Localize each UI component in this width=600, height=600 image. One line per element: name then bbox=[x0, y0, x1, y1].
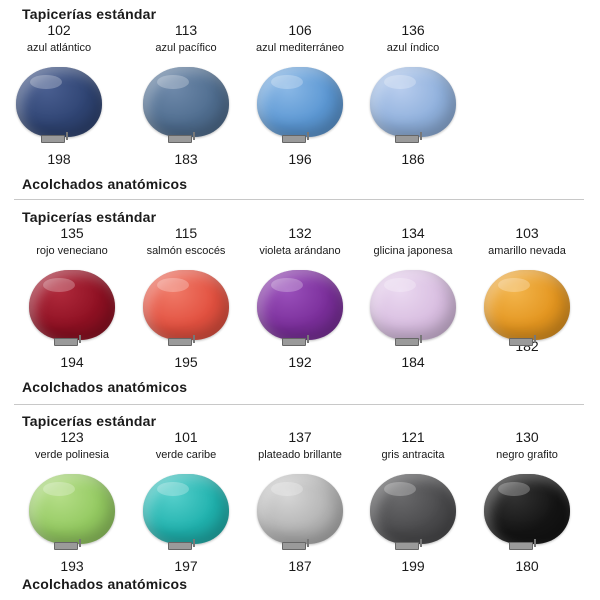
swatch[interactable]: 136 azul índico 186 bbox=[358, 22, 468, 167]
seat-cushion-image bbox=[367, 266, 459, 350]
anatomic-code: 195 bbox=[174, 354, 198, 370]
anatomic-code: 192 bbox=[288, 354, 312, 370]
seat-cushion-image bbox=[140, 266, 232, 350]
swatch-name: gris antracita bbox=[381, 449, 445, 461]
swatch[interactable]: 137 plateado brillante 187 bbox=[245, 429, 355, 574]
color-section-2: Tapicerías estándar 135 rojo veneciano 1… bbox=[0, 203, 600, 403]
anatomic-code: 199 bbox=[401, 558, 425, 574]
anatomic-code: 180 bbox=[515, 558, 539, 574]
color-section-3: Tapicerías estándar 123 verde polinesia … bbox=[0, 407, 600, 600]
seat-cushion-image bbox=[254, 470, 346, 554]
swatch[interactable]: 130 negro grafito 180 bbox=[472, 429, 582, 574]
swatch[interactable]: 134 glicina japonesa 184 bbox=[358, 225, 468, 370]
swatch[interactable]: 123 verde polinesia 193 bbox=[17, 429, 127, 574]
anatomic-code: 198 bbox=[47, 151, 71, 167]
anatomic-code: 196 bbox=[288, 151, 312, 167]
swatch-name: plateado brillante bbox=[258, 449, 342, 461]
swatch-code: 136 bbox=[401, 22, 425, 38]
seat-cushion-image bbox=[367, 470, 459, 554]
seat-cushion-image bbox=[26, 266, 118, 350]
swatch-code: 132 bbox=[288, 225, 312, 241]
swatch-name: azul atlántico bbox=[26, 42, 92, 54]
swatch-code: 123 bbox=[60, 429, 84, 445]
anatomic-code: 186 bbox=[401, 151, 425, 167]
anatomic-code: 193 bbox=[60, 558, 84, 574]
seat-cushion-image bbox=[140, 63, 232, 147]
seat-cushion-image bbox=[26, 470, 118, 554]
seat-cushion-image bbox=[254, 266, 346, 350]
seat-cushion-image bbox=[13, 63, 105, 147]
swatch-name: azul índico bbox=[386, 42, 440, 54]
swatch[interactable]: 115 salmón escocés 195 bbox=[131, 225, 241, 370]
anatomic-code: 183 bbox=[174, 151, 198, 167]
section-heading-standard: Tapicerías estándar bbox=[22, 6, 157, 22]
section-heading-standard: Tapicerías estándar bbox=[22, 413, 157, 429]
swatch-name: azul pacífico bbox=[155, 42, 217, 54]
swatch-name: verde polinesia bbox=[35, 449, 109, 461]
swatch-name: violeta arándano bbox=[259, 245, 341, 257]
seat-cushion-image bbox=[481, 470, 573, 554]
section-heading-anatomic: Acolchados anatómicos bbox=[22, 379, 188, 395]
swatch[interactable]: 103 amarillo nevada 182 bbox=[472, 225, 582, 354]
swatch-code: 113 bbox=[174, 22, 198, 38]
section-divider bbox=[14, 199, 584, 200]
seat-cushion-image bbox=[140, 470, 232, 554]
swatch-name: amarillo nevada bbox=[488, 245, 566, 257]
swatch-code: 121 bbox=[401, 429, 425, 445]
seat-cushion-image bbox=[254, 63, 346, 147]
swatch-code: 134 bbox=[401, 225, 425, 241]
swatch[interactable]: 121 gris antracita 199 bbox=[358, 429, 468, 574]
swatch[interactable]: 135 rojo veneciano 194 bbox=[17, 225, 127, 370]
section-heading-anatomic: Acolchados anatómicos bbox=[22, 576, 188, 592]
swatch-name: verde caribe bbox=[155, 449, 217, 461]
swatch-code: 115 bbox=[174, 225, 198, 241]
swatch[interactable]: 106 azul mediterráneo 196 bbox=[245, 22, 355, 167]
swatch-code: 101 bbox=[174, 429, 198, 445]
section-divider bbox=[14, 404, 584, 405]
anatomic-code: 197 bbox=[174, 558, 198, 574]
section-heading-anatomic: Acolchados anatómicos bbox=[22, 176, 188, 192]
swatch-name: glicina japonesa bbox=[373, 245, 453, 257]
anatomic-code: 184 bbox=[401, 354, 425, 370]
section-heading-standard: Tapicerías estándar bbox=[22, 209, 157, 225]
swatch-name: negro grafito bbox=[496, 449, 558, 461]
seat-cushion-image bbox=[481, 266, 573, 350]
swatch[interactable]: 113 azul pacífico 183 bbox=[131, 22, 241, 167]
swatch-code: 106 bbox=[288, 22, 312, 38]
swatch-name: azul mediterráneo bbox=[255, 42, 345, 54]
swatch-code: 137 bbox=[288, 429, 312, 445]
swatch-code: 102 bbox=[47, 22, 71, 38]
swatch-code: 135 bbox=[60, 225, 84, 241]
swatch[interactable]: 101 verde caribe 197 bbox=[131, 429, 241, 574]
seat-cushion-image bbox=[367, 63, 459, 147]
color-section-1: Tapicerías estándar 102 azul atlántico 1… bbox=[0, 0, 600, 200]
swatch[interactable]: 102 azul atlántico 198 bbox=[4, 22, 114, 167]
anatomic-code: 194 bbox=[60, 354, 84, 370]
swatch-name: rojo veneciano bbox=[36, 245, 108, 257]
swatch-name: salmón escocés bbox=[146, 245, 226, 257]
swatch-code: 130 bbox=[515, 429, 539, 445]
anatomic-code: 187 bbox=[288, 558, 312, 574]
swatch-code: 103 bbox=[515, 225, 539, 241]
swatch[interactable]: 132 violeta arándano 192 bbox=[245, 225, 355, 370]
